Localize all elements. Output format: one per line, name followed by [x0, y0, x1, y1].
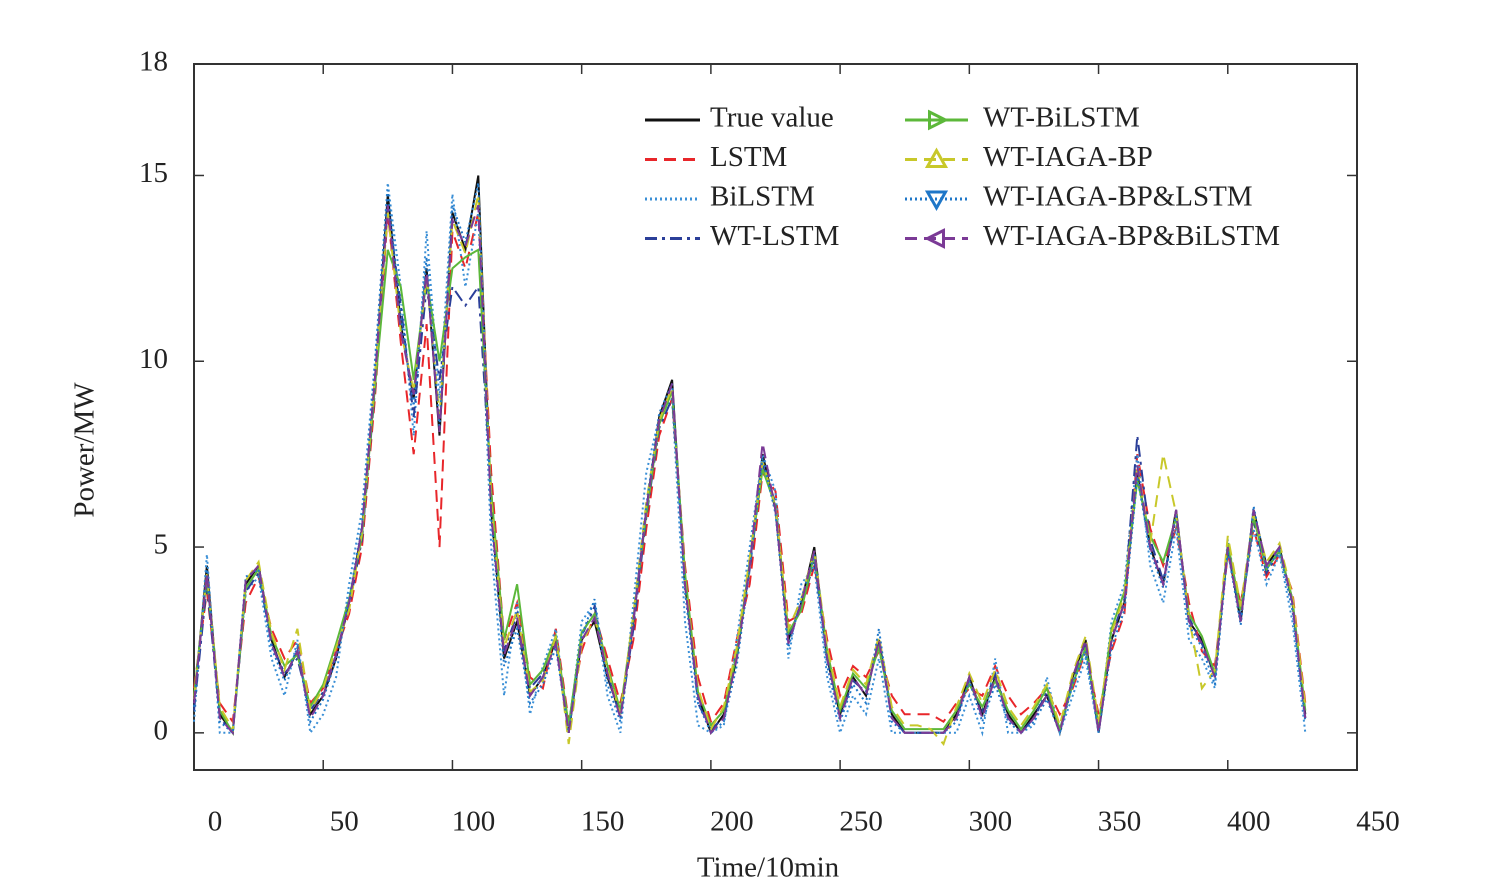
- x-tick-label: 300: [969, 806, 1013, 838]
- legend-label: WT-LSTM: [710, 220, 839, 252]
- x-tick-label: 50: [330, 806, 359, 838]
- y-tick-label: 18: [139, 46, 168, 78]
- y-tick-label: 10: [139, 343, 168, 375]
- x-tick-label: 450: [1356, 806, 1400, 838]
- series-line: [193, 182, 1307, 737]
- x-tick-label: 100: [452, 806, 496, 838]
- x-tick-label: 0: [208, 806, 223, 838]
- legend-marker: [924, 147, 949, 168]
- x-tick-label: 350: [1098, 806, 1142, 838]
- legend-label: WT-BiLSTM: [983, 102, 1140, 134]
- x-tick-label: 200: [710, 806, 754, 838]
- legend-label: WT-IAGA-BP&BiLSTM: [983, 220, 1280, 252]
- y-tick-label: 5: [154, 529, 169, 561]
- y-tick-label: 0: [154, 714, 169, 746]
- legend-marker: [928, 109, 949, 131]
- series-line: [193, 248, 1307, 737]
- x-tick-label: 400: [1227, 806, 1271, 838]
- legend-marker: [924, 190, 949, 212]
- plot-frame: [193, 63, 1358, 771]
- legend-label: LSTM: [710, 141, 787, 173]
- y-tick-label: 15: [139, 157, 168, 189]
- x-tick-label: 250: [839, 806, 883, 838]
- x-tick-label: 150: [581, 806, 625, 838]
- series-line: [193, 204, 1307, 737]
- legend-label: WT-IAGA-BP: [983, 141, 1153, 173]
- legend-label: BiLSTM: [710, 181, 815, 213]
- y-axis-label: Power/MW: [69, 382, 101, 518]
- legend-label: WT-IAGA-BP&LSTM: [983, 181, 1253, 213]
- legend-marker: [924, 228, 945, 249]
- x-axis-label: Time/10min: [697, 852, 840, 884]
- legend-label: True value: [710, 102, 834, 134]
